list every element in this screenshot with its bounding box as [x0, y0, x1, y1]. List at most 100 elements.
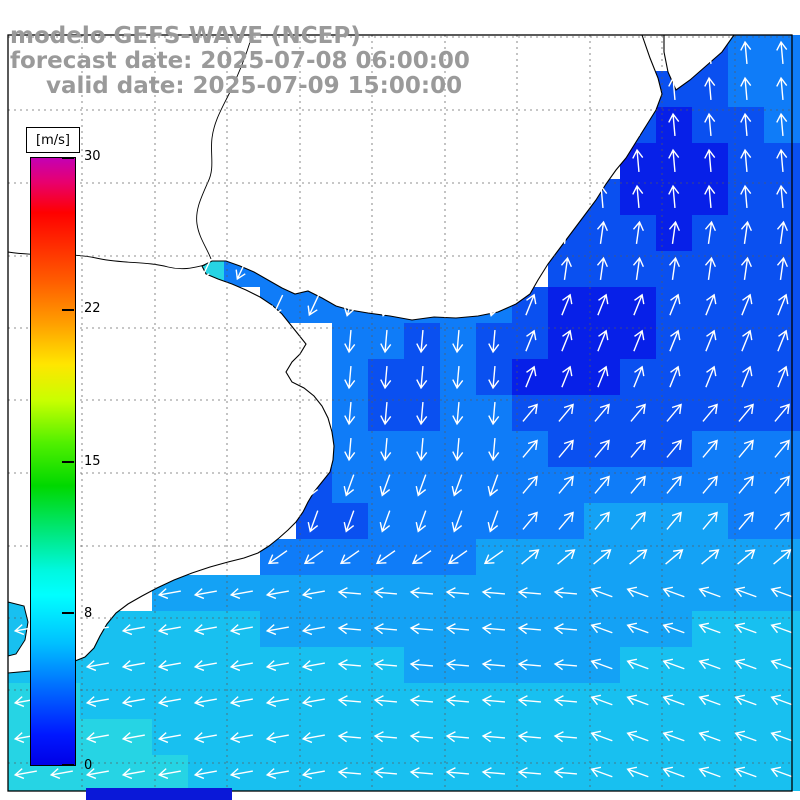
wind-arrow	[301, 660, 325, 672]
wind-arrow	[229, 732, 253, 744]
wind-arrow	[740, 256, 753, 280]
wind-arrow	[777, 293, 789, 316]
wind-arrow	[525, 365, 537, 388]
wind-arrow	[193, 588, 217, 600]
wind-arrow	[487, 474, 499, 497]
wind-arrow	[770, 658, 793, 670]
wind-arrow	[668, 256, 681, 280]
valid-date-label: valid date: 2025-07-09 15:00:00	[46, 73, 463, 99]
wind-arrow	[409, 767, 434, 779]
wind-arrow	[379, 474, 391, 497]
wind-arrow	[157, 624, 181, 636]
wind-arrow	[668, 148, 680, 173]
wind-arrow	[416, 401, 428, 426]
wind-arrow	[704, 76, 716, 101]
wind-arrow	[669, 365, 681, 388]
wind-arrow	[343, 474, 355, 497]
wind-arrow	[373, 623, 398, 635]
river-line-1	[196, 35, 253, 260]
wind-arrow	[373, 731, 398, 743]
wind-arrow	[409, 695, 434, 707]
wind-arrow	[776, 112, 788, 137]
wind-arrow	[522, 439, 538, 458]
wind-arrow	[774, 403, 790, 422]
wind-arrow	[698, 694, 721, 706]
wind-arrow	[157, 588, 181, 600]
wind-arrow	[594, 511, 610, 530]
wind-arrow	[741, 329, 753, 352]
wind-arrow	[597, 329, 609, 352]
wind-arrow	[662, 766, 685, 778]
wind-arrow	[705, 365, 717, 388]
wind-arrow	[85, 696, 109, 708]
wind-arrow	[668, 220, 681, 244]
wind-arrow	[487, 510, 499, 533]
wind-arrow	[594, 439, 610, 458]
wind-arrow	[452, 401, 464, 426]
wind-arrow	[380, 437, 392, 462]
wind-arrow	[375, 550, 396, 565]
wind-arrow	[265, 696, 289, 708]
wind-arrow	[481, 659, 506, 671]
wind-arrow	[307, 510, 319, 533]
wind-arrow	[704, 220, 717, 244]
wind-arrow	[307, 474, 319, 497]
wind-arrow	[373, 767, 398, 779]
wind-arrow	[121, 696, 145, 708]
wind-arrow	[522, 475, 538, 494]
map-edge-artifact	[86, 788, 232, 800]
wind-arrow	[265, 732, 289, 744]
land-polygon	[8, 35, 662, 673]
wind-arrow	[411, 550, 432, 565]
wind-arrow	[488, 329, 500, 354]
wind-arrow	[669, 293, 681, 316]
wind-arrow	[740, 184, 752, 209]
map-frame	[7, 34, 793, 792]
wind-arrow	[630, 439, 646, 458]
wind-arrow	[597, 293, 609, 316]
wind-arrow	[488, 437, 500, 462]
wind-arrow	[770, 694, 793, 706]
wind-arrow	[666, 403, 682, 422]
wind-arrow	[488, 401, 500, 426]
wind-arrow	[665, 549, 684, 565]
wind-arrow	[229, 624, 253, 636]
wind-arrow	[590, 694, 613, 706]
wind-arrow	[734, 730, 757, 742]
wind-arrow	[121, 768, 145, 780]
wind-arrow	[85, 732, 109, 744]
wind-arrow	[447, 550, 468, 565]
wind-arrow	[630, 403, 646, 422]
wind-arrow	[596, 256, 609, 280]
wind-arrow	[590, 622, 613, 634]
wind-arrow	[741, 293, 753, 316]
wind-arrow	[451, 474, 463, 497]
colorbar-tick-label: 8	[84, 605, 93, 621]
wind-arrow	[445, 659, 470, 671]
wind-arrow	[193, 660, 217, 672]
wind-arrow	[193, 768, 217, 780]
wind-arrow	[85, 768, 109, 780]
wind-arrow	[662, 622, 685, 634]
wind-arrow	[445, 731, 470, 743]
wind-arrow	[776, 76, 788, 101]
wind-arrow	[553, 731, 578, 743]
wind-arrow	[445, 623, 470, 635]
wind-arrow	[740, 40, 752, 65]
wind-arrow	[409, 731, 434, 743]
wind-arrow	[704, 184, 716, 209]
wind-arrow	[740, 220, 753, 244]
wind-arrow	[590, 586, 613, 598]
wind-arrow	[704, 40, 716, 65]
wind-arrow	[558, 439, 574, 458]
wind-arrow	[561, 365, 573, 388]
wind-arrow	[557, 549, 576, 565]
wind-arrow	[265, 588, 289, 600]
wind-arrow	[662, 658, 685, 670]
wind-arrow	[271, 294, 284, 317]
wind-arrow	[229, 768, 253, 780]
wind-arrow	[774, 475, 790, 494]
wind-arrow	[265, 624, 289, 636]
wind-arrow	[415, 510, 427, 533]
